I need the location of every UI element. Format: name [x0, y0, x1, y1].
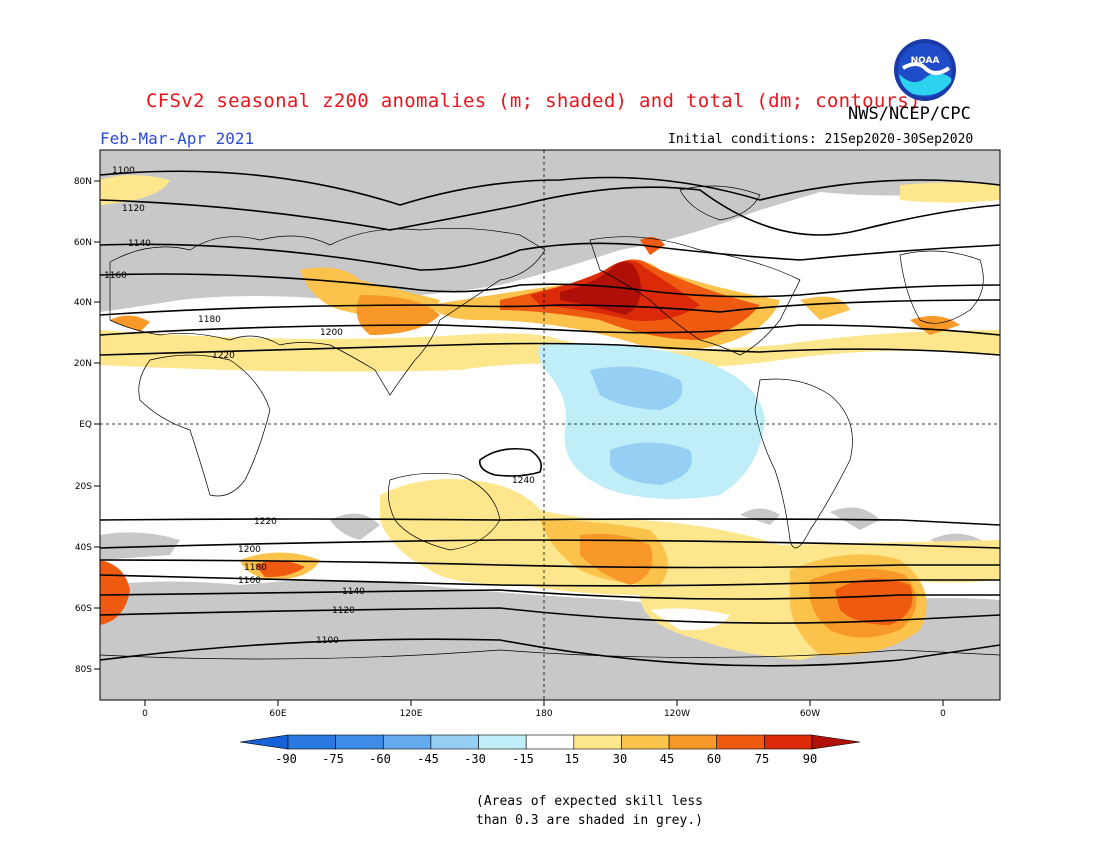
- initial-conditions-label: Initial conditions: 21Sep2020-30Sep2020: [668, 132, 974, 147]
- footnote-line-2: than 0.3 are shaded in grey.): [476, 813, 703, 828]
- lat-tick-label: 20N: [74, 359, 92, 369]
- contour-label: 1140: [128, 239, 151, 249]
- contour-label: 1200: [238, 545, 261, 555]
- contour-label: 1120: [122, 204, 145, 214]
- colorbar-swatch: [239, 734, 289, 750]
- latitude-axis: 80N 60N 40N 20N EQ 20S 40S 60S 80S: [74, 177, 100, 675]
- noaa-logo: NOAA: [894, 39, 956, 101]
- colorbar-swatch: [668, 734, 718, 750]
- contour-label: 1200: [320, 328, 343, 338]
- colorbar-swatch: [573, 734, 622, 750]
- contour-label: 1160: [238, 576, 261, 586]
- colorbar-label: -30: [464, 752, 486, 766]
- contour-label: 1220: [212, 351, 235, 361]
- positive-anomalies-sh: [100, 479, 1000, 660]
- contour-label-group: 1100 1120 1140 1160 1180 1200 1220 1240 …: [104, 166, 535, 646]
- season-label: Feb-Mar-Apr 2021: [100, 129, 255, 148]
- colorbar-label: -90: [275, 752, 297, 766]
- colorbar-swatch: [478, 734, 527, 750]
- lat-tick-label: 80S: [75, 665, 92, 675]
- contour-label: 1180: [198, 315, 221, 325]
- contour-label: 1240: [512, 476, 535, 486]
- agency-label: NWS/NCEP/CPC: [848, 104, 971, 124]
- colorbar-swatch: [430, 734, 479, 750]
- colorbar-swatch: [811, 734, 861, 750]
- colorbar-label: 30: [613, 752, 627, 766]
- contour-label: 1100: [112, 166, 135, 176]
- contour-label: 1140: [342, 587, 365, 597]
- lat-tick-label: 60S: [75, 604, 92, 614]
- colorbar-label: 45: [660, 752, 674, 766]
- colorbar: [239, 734, 861, 750]
- colorbar-swatch: [764, 734, 813, 750]
- colorbar-label: -75: [322, 752, 344, 766]
- logo-text: NOAA: [911, 56, 940, 66]
- longitude-axis: 0 60E 120E 180 120W 60W 0: [142, 700, 946, 719]
- colorbar-swatch: [525, 734, 575, 750]
- colorbar-swatch: [335, 734, 384, 750]
- colorbar-label: 75: [755, 752, 769, 766]
- lon-tick-label: 0: [940, 709, 946, 719]
- colorbar-swatch: [621, 734, 670, 750]
- colorbar-label: 15: [565, 752, 579, 766]
- colorbar-swatch: [287, 734, 336, 750]
- contour-label: 1120: [332, 606, 355, 616]
- lat-tick-label: 40N: [74, 298, 92, 308]
- contour-label: 1100: [316, 636, 339, 646]
- lon-tick-label: 180: [535, 709, 552, 719]
- contour-label: 1220: [254, 517, 277, 527]
- colorbar-label: 60: [707, 752, 721, 766]
- colorbar-label: 90: [803, 752, 817, 766]
- colorbar-swatch: [716, 734, 765, 750]
- colorbar-label: -60: [369, 752, 391, 766]
- lon-tick-label: 120W: [664, 709, 690, 719]
- footnote-line-1: (Areas of expected skill less: [476, 794, 703, 809]
- lat-tick-label: 20S: [75, 482, 92, 492]
- colorbar-labels: -90 -75 -60 -45 -30 -15 15 30 45 60 75 9…: [275, 752, 817, 766]
- lon-tick-label: 120E: [400, 709, 423, 719]
- lat-tick-label: 40S: [75, 543, 92, 553]
- colorbar-label: -15: [512, 752, 534, 766]
- colorbar-label: -45: [417, 752, 439, 766]
- footnote: (Areas of expected skill less than 0.3 a…: [476, 792, 703, 830]
- lat-tick-label: 60N: [74, 238, 92, 248]
- map-frame: [99, 149, 1001, 701]
- lon-tick-label: 0: [142, 709, 148, 719]
- colorbar-swatch: [382, 734, 432, 750]
- lon-tick-label: 60E: [269, 709, 286, 719]
- contour-label: 1160: [104, 271, 127, 281]
- contour-lines: [100, 170, 1000, 667]
- contour-label: 1180: [244, 563, 267, 573]
- lat-tick-label: EQ: [79, 420, 92, 430]
- lon-tick-label: 60W: [800, 709, 820, 719]
- lat-tick-label: 80N: [74, 177, 92, 187]
- chart-title: CFSv2 seasonal z200 anomalies (m; shaded…: [146, 90, 921, 112]
- negative-anomalies-tropics: [538, 344, 765, 499]
